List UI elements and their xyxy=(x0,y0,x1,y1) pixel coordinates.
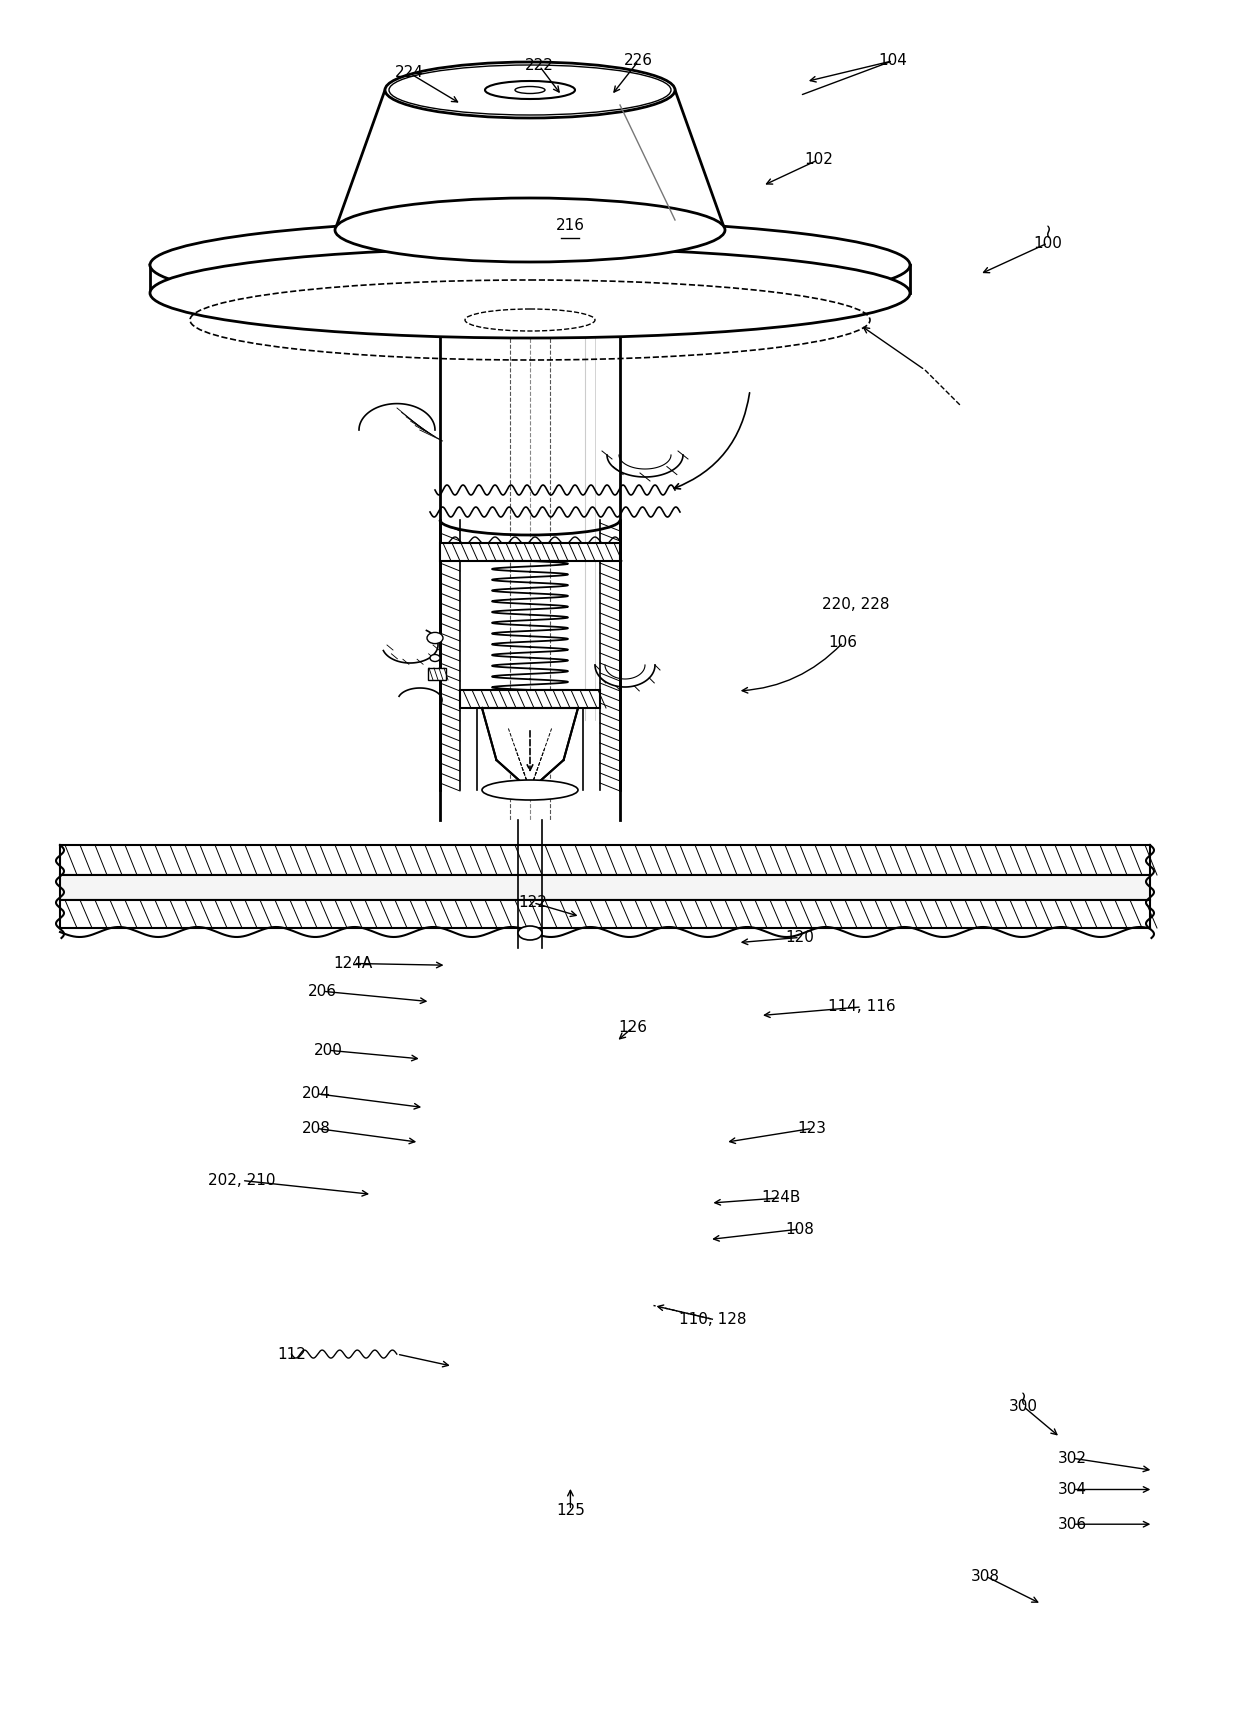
Text: 308: 308 xyxy=(971,1569,1001,1583)
Text: 124A: 124A xyxy=(334,957,373,970)
Text: 108: 108 xyxy=(785,1222,815,1236)
Ellipse shape xyxy=(482,779,578,800)
Text: 126: 126 xyxy=(618,1021,647,1035)
Text: 226: 226 xyxy=(624,54,653,68)
Ellipse shape xyxy=(384,62,675,118)
Text: 302: 302 xyxy=(1058,1451,1087,1465)
Ellipse shape xyxy=(150,248,910,339)
Text: 123: 123 xyxy=(797,1121,827,1135)
Text: ~: ~ xyxy=(1038,220,1058,238)
Text: 216: 216 xyxy=(556,219,585,233)
Ellipse shape xyxy=(335,198,725,262)
Ellipse shape xyxy=(150,220,910,311)
Text: 102: 102 xyxy=(804,153,833,167)
Text: 114, 116: 114, 116 xyxy=(828,1000,895,1014)
Bar xyxy=(460,689,600,708)
Bar xyxy=(440,543,620,561)
Text: 100: 100 xyxy=(1033,236,1063,250)
Text: 306: 306 xyxy=(1058,1517,1087,1531)
Text: 125: 125 xyxy=(556,1503,585,1517)
Text: 104: 104 xyxy=(878,54,908,68)
Text: 300: 300 xyxy=(1008,1399,1038,1413)
Text: 208: 208 xyxy=(301,1121,331,1135)
Ellipse shape xyxy=(427,632,443,644)
Text: 112: 112 xyxy=(277,1347,306,1361)
Text: 220, 228: 220, 228 xyxy=(822,597,889,611)
Bar xyxy=(428,668,446,681)
Bar xyxy=(60,899,1149,929)
Bar xyxy=(60,875,1149,899)
Text: ~: ~ xyxy=(1013,1387,1033,1404)
Text: 122: 122 xyxy=(518,896,548,910)
Text: 224: 224 xyxy=(394,66,424,80)
Polygon shape xyxy=(482,708,578,790)
Text: 206: 206 xyxy=(308,984,337,998)
Ellipse shape xyxy=(430,654,440,661)
Text: 304: 304 xyxy=(1058,1483,1087,1496)
Text: 120: 120 xyxy=(785,930,815,944)
Ellipse shape xyxy=(389,64,671,115)
Text: 110, 128: 110, 128 xyxy=(680,1312,746,1326)
Text: 204: 204 xyxy=(301,1087,331,1101)
Text: 200: 200 xyxy=(314,1043,343,1057)
Text: 202, 210: 202, 210 xyxy=(208,1174,275,1187)
Bar xyxy=(60,845,1149,875)
Ellipse shape xyxy=(518,925,542,939)
Text: 222: 222 xyxy=(525,59,554,73)
Ellipse shape xyxy=(485,82,575,99)
Text: 124B: 124B xyxy=(761,1191,801,1205)
Text: 106: 106 xyxy=(828,635,858,649)
Ellipse shape xyxy=(515,87,546,94)
